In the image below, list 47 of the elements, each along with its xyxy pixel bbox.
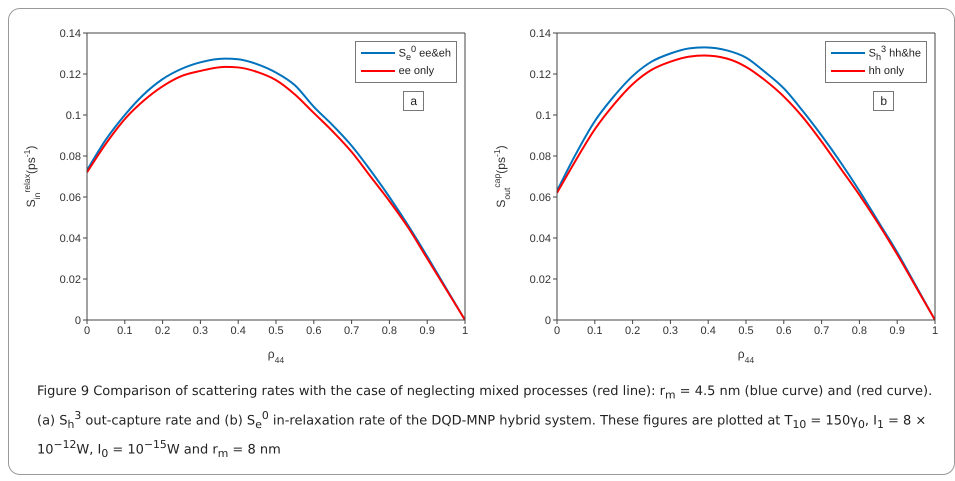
legend-label: S$_{e}$$^{0}$ ee&eh	[398, 44, 451, 62]
x-tick-label: 0.5	[738, 324, 754, 337]
y-tick-label: 0.06	[530, 192, 551, 204]
annotation: a	[403, 91, 424, 111]
y-tick-label: 0.02	[530, 274, 551, 286]
text: Figure 9 Comparison of scattering rates with the case of neglecting mixed processes (red line): r$_{m}$ = 4.5 nm (blue curve) and (red curve). (a) S$_{h}$$^{3}$ out-capture rate and (b) S$_{e}$$^{0}$ in-relaxation rate of the DQD-MNP hybrid system. These figures are plotted at T$_{10}$ = 150γ$_{0}$, I$_{1}$ = 8 × 10$^{−12}$W, I$_{0}$ = 10$^{−15}$W and r$_{m}$ = 8 nm	[37, 384, 932, 460]
legend-label: ee only	[398, 65, 434, 77]
x-tick-label: 0.6	[306, 324, 322, 337]
x-tick-label: 0.8	[852, 324, 868, 337]
x-tick-label: 0.4	[700, 324, 716, 337]
x-tick-label: 0.5	[268, 324, 284, 337]
x-tick-label: 1	[932, 324, 938, 337]
y-tick-label: 0.08	[530, 150, 551, 163]
x-tick-label: 0.1	[587, 324, 602, 337]
x-tick-label: 0.9	[420, 324, 435, 337]
x-axis-title: ρ$_{44}$	[738, 347, 754, 365]
x-tick-label: 0.7	[344, 324, 360, 337]
x-tick-label: 0	[84, 324, 90, 337]
legend-label: S$_{h}$$^{3}$ hh&he	[868, 44, 921, 62]
y-tick-label: 0	[544, 314, 551, 327]
x-tick-label: 0	[554, 324, 560, 337]
y-tick-label: 0.08	[60, 150, 81, 163]
x-tick-label: 0.4	[230, 324, 246, 337]
y-tick-label: 0.1	[66, 110, 81, 122]
x-tick-label: 0.2	[624, 324, 640, 337]
y-tick-label: 0.12	[60, 68, 81, 81]
y-tick-label: 0.1	[536, 110, 551, 122]
x-tick-label: 0.7	[814, 324, 830, 337]
annotation: b	[873, 91, 894, 111]
x-tick-label: 0.3	[192, 324, 208, 337]
y-tick-label: 0	[74, 314, 81, 327]
x-tick-label: 0.2	[154, 324, 170, 337]
legend-label: hh only	[868, 65, 904, 77]
x-tick-label: 0.1	[117, 324, 132, 337]
x-tick-label: 0.8	[382, 324, 398, 337]
x-tick-label: 1	[462, 324, 468, 337]
x-tick-label: 0.3	[662, 324, 678, 337]
x-tick-label: 0.9	[890, 324, 905, 337]
y-tick-label: 0.02	[60, 274, 81, 286]
x-tick-label: 0.6	[776, 324, 792, 337]
y-tick-label: 0.06	[60, 192, 81, 204]
x-axis-title: ρ$_{44}$	[268, 347, 284, 365]
y-tick-label: 0.12	[530, 68, 551, 81]
y-tick-label: 0.14	[530, 28, 551, 40]
y-tick-label: 0.14	[60, 28, 81, 40]
y-tick-label: 0.04	[60, 232, 81, 245]
y-tick-label: 0.04	[530, 232, 551, 245]
